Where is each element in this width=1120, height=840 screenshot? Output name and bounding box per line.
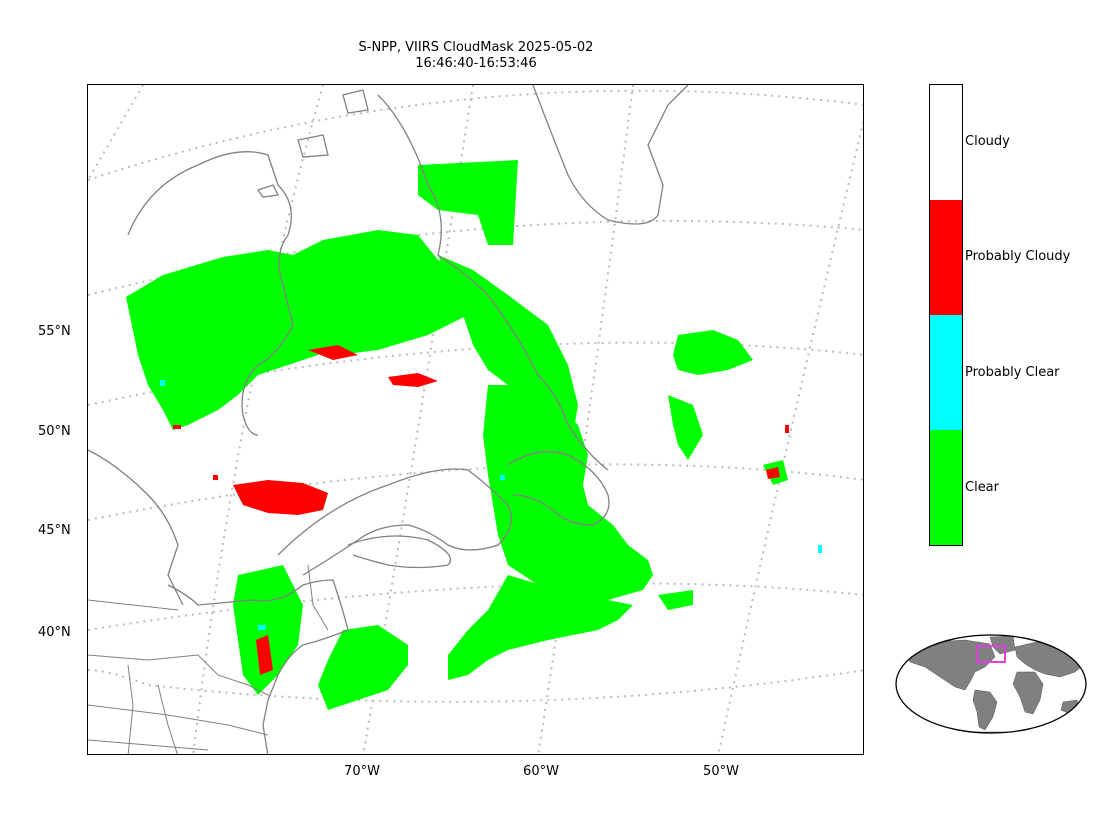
- state-border-6: [157, 684, 178, 754]
- probably-cloudy-speck-1: [173, 425, 181, 429]
- globe-outline: [895, 634, 1087, 734]
- colorbar-label-probably-clear: Probably Clear: [965, 365, 1060, 380]
- clear-region-labrador-central: [288, 285, 468, 355]
- probably-clear-speck-1: [160, 380, 165, 386]
- clear-region-small-offshore: [658, 590, 693, 610]
- probably-cloudy-regions: [173, 345, 789, 675]
- state-border-2: [88, 654, 199, 661]
- clear-cloud-mask-regions: [126, 160, 788, 710]
- state-border-7: [88, 739, 209, 751]
- probably-cloudy-cluster-north: [308, 345, 358, 360]
- graticule-lat-65: [88, 89, 863, 181]
- globe-north-america: [904, 639, 996, 691]
- coast-hudson-bay: [127, 151, 294, 436]
- graticule-lon-80: [88, 85, 144, 181]
- state-border-8: [307, 564, 329, 631]
- lon-label-50w: 50°W: [703, 764, 739, 779]
- coast-james-bay-islands: [256, 89, 369, 198]
- colorbar-label-cloudy: Cloudy: [965, 134, 1010, 149]
- coast-gulf-st-lawrence: [277, 468, 512, 576]
- graticule-lat-50: [88, 463, 863, 521]
- probably-cloudy-cluster-bay: [388, 373, 438, 387]
- clear-region-east-island-a: [673, 330, 753, 375]
- clear-region-gulf-newfoundland: [483, 385, 653, 600]
- cloud-mask-map: [87, 84, 864, 755]
- lat-label-55: 55°N: [38, 324, 71, 339]
- probably-cloudy-speck-3: [785, 425, 789, 433]
- colorbar-label-probably-cloudy: Probably Cloudy: [965, 249, 1071, 264]
- lat-label-45: 45°N: [38, 523, 71, 538]
- probably-clear-speck-3: [818, 545, 822, 553]
- probably-clear-speck-2: [258, 625, 266, 630]
- coast-greenland: [532, 85, 689, 225]
- probably-cloudy-speck-2: [213, 475, 218, 480]
- globe-africa: [1012, 671, 1044, 715]
- lat-label-50: 50°N: [38, 424, 71, 439]
- clear-region-new-england-offshore: [318, 625, 408, 710]
- graticule-lat-60: [88, 219, 863, 296]
- colorbar-label-clear: Clear: [965, 480, 999, 495]
- coast-us-east: [167, 579, 349, 754]
- coast-newfoundland: [507, 451, 610, 526]
- graticule-lon-55: [717, 119, 863, 754]
- globe-south-america: [972, 689, 998, 731]
- state-border-1: [88, 599, 179, 611]
- state-border-3: [127, 664, 134, 754]
- inset-globe-locator: [895, 634, 1087, 734]
- coast-nova-scotia: [347, 535, 452, 569]
- state-border-5: [88, 704, 269, 736]
- clear-region-labrador-east: [418, 160, 518, 245]
- colorbar-segment-probably-cloudy: [930, 200, 962, 315]
- colorbar-segment-clear: [930, 430, 962, 545]
- map-canvas: [88, 85, 863, 754]
- lon-label-70w: 70°W: [344, 764, 380, 779]
- colorbar-segment-cloudy: [930, 85, 962, 200]
- probably-clear-speck-4: [500, 475, 505, 480]
- probably-cloudy-cluster-central: [233, 480, 328, 515]
- lat-label-40: 40°N: [38, 625, 71, 640]
- cloud-mask-colorbar: [929, 84, 963, 546]
- coastlines: [88, 85, 689, 754]
- clear-region-mid-atlantic: [233, 565, 303, 695]
- graticule-latitudes: [88, 89, 863, 703]
- probably-clear-regions: [160, 380, 822, 630]
- state-borders: [88, 564, 329, 754]
- coast-labrador: [377, 94, 609, 471]
- clear-region-east-island-b: [668, 395, 703, 460]
- coast-great-lakes: [88, 449, 184, 606]
- graticule-lon-60: [537, 85, 634, 754]
- lon-label-60w: 60°W: [523, 764, 559, 779]
- map-title-line-1: S-NPP, VIIRS CloudMask 2025-05-02: [358, 40, 594, 55]
- globe-region-box: [976, 645, 1006, 663]
- probably-cloudy-cluster-east: [766, 467, 780, 479]
- state-border-4: [197, 654, 269, 696]
- map-title-line-2: 16:46:40-16:53:46: [415, 56, 537, 71]
- clear-region-nova-scotia-offshore: [448, 575, 633, 680]
- probably-cloudy-cluster-coast: [256, 635, 273, 675]
- colorbar-segment-probably-clear: [930, 315, 962, 430]
